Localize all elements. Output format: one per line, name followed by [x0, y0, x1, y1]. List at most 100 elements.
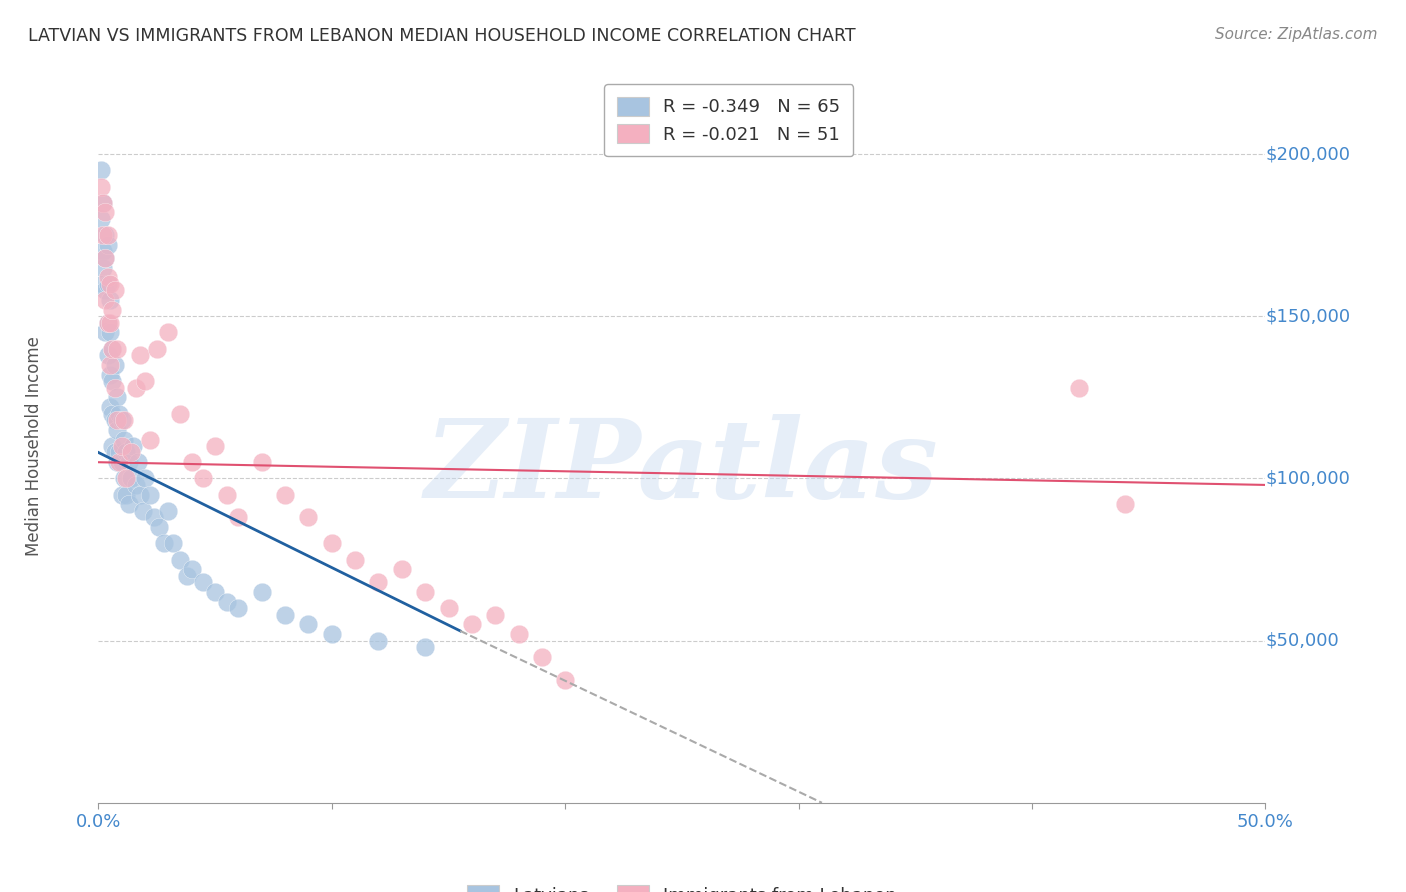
Point [437, 601, 460, 615]
Point [111, 488, 134, 502]
Point [111, 455, 134, 469]
Point [180, 455, 202, 469]
Point [180, 562, 202, 576]
Point [461, 617, 484, 632]
Point [101, 302, 124, 317]
Text: $200,000: $200,000 [1265, 145, 1350, 163]
Point [94, 326, 117, 340]
Point [139, 433, 162, 447]
Point [97, 316, 120, 330]
Point [132, 504, 155, 518]
Point [193, 471, 215, 485]
Point [94, 251, 117, 265]
Point [157, 326, 180, 340]
Point [250, 455, 273, 469]
Point [413, 640, 436, 654]
Point [112, 433, 135, 447]
Point [91, 277, 114, 291]
Point [112, 413, 135, 427]
Point [91, 228, 114, 243]
Point [97, 270, 120, 285]
Point [274, 488, 297, 502]
Point [108, 407, 131, 421]
Text: ZIPatlas: ZIPatlas [425, 414, 939, 521]
Point [101, 342, 124, 356]
Point [143, 510, 166, 524]
Point [98, 277, 121, 291]
Point [367, 575, 389, 590]
Point [554, 673, 576, 687]
Point [115, 445, 138, 459]
Point [105, 342, 128, 356]
Point [204, 439, 226, 453]
Point [105, 390, 128, 404]
Point [90, 211, 112, 226]
Point [134, 374, 156, 388]
Point [120, 445, 142, 459]
Point [101, 374, 124, 388]
Point [98, 358, 121, 372]
Text: $100,000: $100,000 [1265, 469, 1350, 487]
Point [120, 471, 142, 485]
Point [413, 585, 436, 599]
Point [274, 607, 297, 622]
Point [97, 348, 120, 362]
Point [104, 283, 127, 297]
Point [118, 497, 141, 511]
Point [105, 455, 128, 469]
Point [1067, 381, 1090, 395]
Point [250, 585, 273, 599]
Point [104, 358, 127, 372]
Point [98, 368, 121, 382]
Point [98, 316, 121, 330]
Point [125, 478, 148, 492]
Point [90, 163, 112, 178]
Point [112, 471, 135, 485]
Point [115, 471, 138, 485]
Point [157, 504, 180, 518]
Point [91, 195, 114, 210]
Point [101, 407, 124, 421]
Point [1114, 497, 1136, 511]
Point [104, 445, 127, 459]
Point [111, 413, 134, 427]
Legend: Latvians, Immigrants from Lebanon: Latvians, Immigrants from Lebanon [458, 876, 905, 892]
Point [101, 439, 124, 453]
Point [228, 601, 250, 615]
Point [108, 455, 131, 469]
Point [169, 552, 191, 566]
Point [367, 633, 389, 648]
Point [104, 381, 127, 395]
Point [508, 627, 530, 641]
Point [91, 260, 114, 275]
Point [321, 536, 343, 550]
Point [125, 381, 148, 395]
Point [91, 195, 114, 210]
Point [98, 326, 121, 340]
Point [134, 471, 156, 485]
Point [152, 536, 174, 550]
Point [484, 607, 506, 622]
Point [97, 228, 120, 243]
Point [162, 536, 184, 550]
Point [193, 575, 215, 590]
Text: Source: ZipAtlas.com: Source: ZipAtlas.com [1215, 27, 1378, 42]
Point [97, 316, 120, 330]
Point [104, 413, 127, 427]
Point [94, 228, 117, 243]
Point [111, 439, 134, 453]
Point [344, 552, 367, 566]
Point [90, 179, 112, 194]
Point [97, 277, 120, 291]
Point [321, 627, 343, 641]
Point [530, 649, 553, 664]
Point [94, 293, 117, 307]
Point [122, 439, 145, 453]
Point [118, 455, 141, 469]
Point [139, 488, 162, 502]
Point [94, 283, 117, 297]
Point [98, 293, 121, 307]
Point [94, 205, 117, 219]
Point [98, 400, 121, 414]
Point [127, 455, 149, 469]
